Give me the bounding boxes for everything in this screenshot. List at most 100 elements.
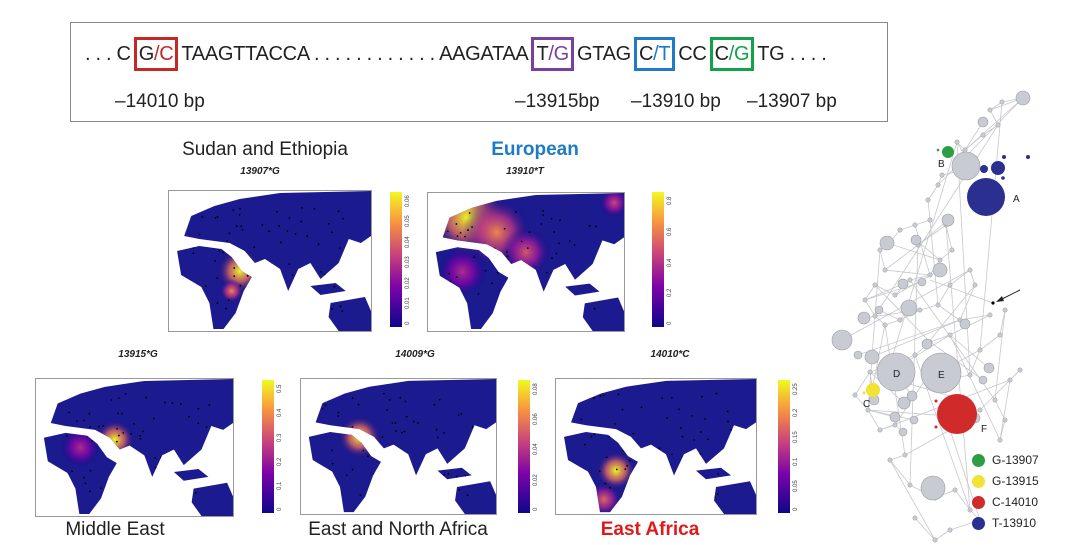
map-title-european: European: [491, 139, 579, 160]
haplotype-node: [907, 277, 913, 283]
snp-separator: /: [153, 43, 160, 65]
cluster-label: A: [1013, 194, 1020, 205]
haplotype-node: [942, 146, 954, 158]
haplotype-node: [917, 307, 923, 313]
colorbar-tick: 0: [793, 507, 799, 511]
haplotype-node: [897, 317, 903, 323]
colorbar-tick: 0.02: [533, 473, 539, 486]
allele-label-13915: 13915*G: [118, 349, 158, 360]
allele-label-14009: 14009*G: [395, 349, 435, 360]
haplotype-node: [949, 247, 955, 253]
haplotype-node: [967, 178, 1005, 216]
legend-label: G-13907: [992, 453, 1039, 467]
haplotype-node: [932, 262, 948, 278]
snp-derived-allele: G: [553, 43, 570, 65]
colorbar-tick: 0.25: [793, 383, 799, 395]
cluster-label: B: [938, 159, 945, 170]
colorbar-tick: 0.2: [793, 408, 799, 418]
haplotype-node: [927, 272, 933, 278]
colorbar-tick: 0.4: [277, 408, 283, 418]
haplotype-node: [997, 437, 1003, 443]
haplotype-node: [1002, 307, 1008, 313]
legend-item: T-13910: [972, 516, 1036, 530]
position-label-13907: –13907 bp: [747, 91, 837, 112]
haplotype-node: [917, 277, 927, 287]
haplotype-node: [967, 507, 973, 513]
colorbar-tick: 0.8: [667, 196, 673, 206]
haplotype-node: [927, 217, 933, 223]
colorbar-tick: 0: [533, 507, 539, 511]
haplotype-node: [1015, 90, 1031, 106]
haplotype-node: [867, 369, 873, 375]
haplotype-node: [935, 302, 941, 308]
sequence-text: TG . . . .: [757, 42, 827, 65]
map-title-east-africa: East Africa: [600, 519, 700, 540]
haplotype-node: [997, 332, 1003, 338]
sequence-text: GTAG: [576, 42, 631, 65]
sequence-text: . . . C: [85, 42, 131, 65]
haplotype-node: [980, 132, 986, 138]
haplotype-node: [866, 383, 880, 397]
colorbar-tick: 0: [405, 321, 411, 325]
snp-ancestral-allele: C: [714, 43, 729, 65]
haplotype-node: [920, 475, 946, 501]
colorbar-tick: 0.01: [405, 297, 411, 310]
haplotype-node: [889, 411, 901, 423]
sequence-text: TAAGTTACCA . . . . . . . . . . . . AAGAT…: [181, 42, 529, 65]
legend-item: G-13915: [972, 474, 1039, 488]
cluster-label: C: [863, 399, 870, 410]
colorbar-tick: 0.15: [793, 431, 799, 444]
snp-derived-allele: G: [734, 43, 750, 65]
haplotype-node: [877, 427, 883, 433]
haplotype-node: [887, 457, 893, 463]
map-14010-C: [555, 378, 757, 515]
snp-separator: /: [653, 43, 659, 65]
map-13910-T: [427, 192, 625, 332]
haplotype-node: [932, 537, 938, 543]
snp-derived-allele: C: [159, 43, 174, 65]
haplotype-node: [967, 372, 973, 378]
colorbar-tick: 0.2: [667, 289, 673, 298]
haplotype-node: [906, 390, 918, 402]
haplotype-node: [925, 197, 931, 203]
legend-item: G-13907: [972, 453, 1039, 467]
colorbar-tick: 0.04: [405, 236, 411, 248]
haplotype-node: [977, 116, 989, 128]
haplotype-node: [987, 312, 993, 318]
haplotype-node: [857, 311, 871, 325]
allele-label-14010: 14010*C: [650, 349, 690, 360]
allele-label-13907: 13907*G: [240, 166, 280, 177]
haplotype-node: [980, 165, 988, 173]
haplotype-node: [947, 527, 953, 533]
haplotype-node: [1002, 417, 1008, 423]
haplotype-node: [991, 161, 1005, 175]
snp-13907-box: C/G: [709, 37, 755, 71]
haplotype-node: [937, 257, 943, 263]
colorbar-tick: 0.6: [667, 227, 673, 236]
haplotype-node: [874, 305, 884, 315]
haplotype-node: [999, 99, 1005, 105]
haplotype-node: [934, 399, 938, 403]
haplotype-node: [897, 227, 903, 233]
haplotype-node: [934, 425, 938, 429]
snp-13910-box: C/T: [633, 37, 676, 71]
cluster-label: D: [893, 369, 900, 380]
haplotype-node: [897, 396, 911, 410]
cluster-label: E: [938, 370, 945, 381]
map-title-sudan-ethiopia: Sudan and Ethiopia: [182, 139, 348, 160]
colorbar-tick: 0.06: [533, 413, 539, 426]
haplotype-node: [920, 352, 962, 394]
snp-separator: /: [548, 43, 554, 65]
haplotype-node: [882, 267, 888, 273]
haplotype-node: [852, 392, 858, 398]
colorbar: [390, 192, 402, 327]
haplotype-node: [921, 338, 933, 350]
sequence-box: . . . C G/C TAAGTTACCA . . . . . . . . . .…: [70, 22, 888, 122]
colorbar-tick: 0.03: [405, 256, 411, 269]
haplotype-node: [983, 362, 995, 374]
snp-13915-box: T/G: [531, 37, 574, 71]
colorbar-tick: 0.02: [405, 277, 411, 289]
colorbar: [262, 380, 274, 513]
haplotype-node: [862, 297, 868, 303]
